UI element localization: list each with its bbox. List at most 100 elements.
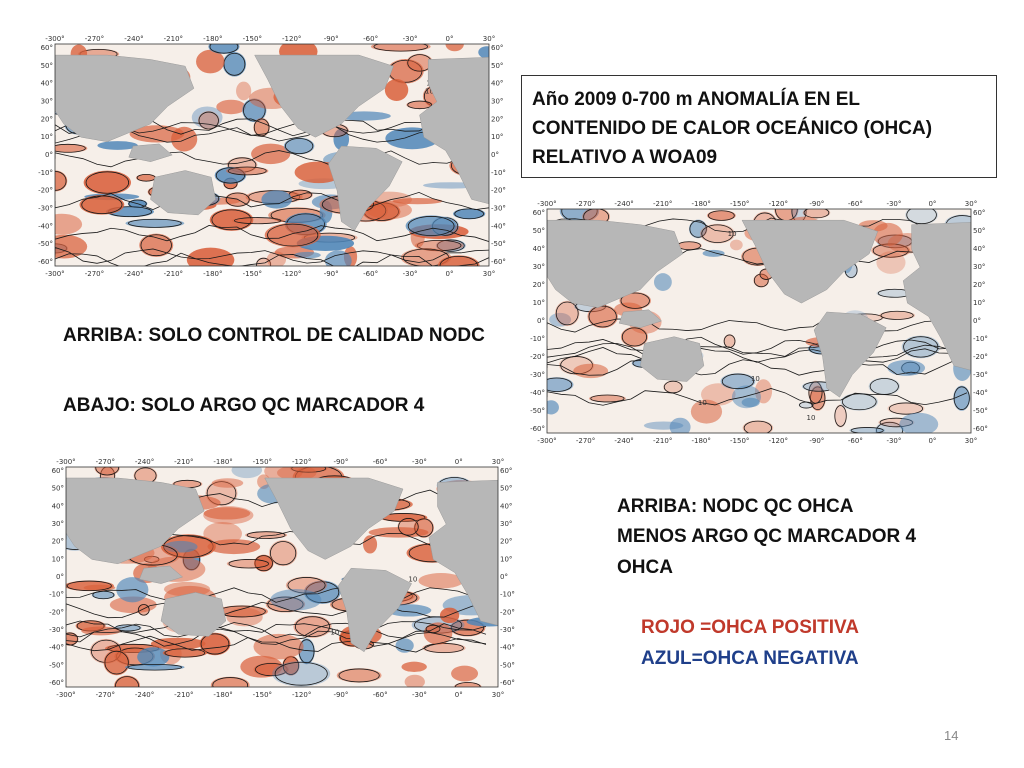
positive-anomaly <box>620 326 648 347</box>
negative-anomaly <box>669 417 691 433</box>
negative-anomaly <box>97 141 138 150</box>
lon-tick-label-bottom: -30° <box>403 270 418 278</box>
lat-tick-label-right: -40° <box>491 222 506 230</box>
lat-tick-label-left: 50° <box>533 227 545 235</box>
map-frame <box>54 43 490 267</box>
lon-tick-label-bottom: -210° <box>174 691 193 699</box>
positive-anomaly <box>66 580 114 592</box>
contour-line <box>454 208 485 220</box>
lon-tick-label-bottom: -120° <box>282 270 301 278</box>
positive-anomaly <box>253 633 304 660</box>
positive-anomaly <box>700 223 735 244</box>
positive-anomaly <box>186 247 235 266</box>
lat-tick-label-left: 0° <box>537 317 545 325</box>
lon-tick-label-top: -60° <box>363 35 378 43</box>
contour-line <box>225 192 250 207</box>
lat-tick-label-left: -50° <box>530 407 545 415</box>
contour-line <box>689 220 707 238</box>
lon-tick-label-top: -120° <box>292 458 311 466</box>
contour-line <box>407 216 455 236</box>
lat-tick-label-left: -10° <box>49 591 64 599</box>
contour-line <box>233 217 282 225</box>
lat-tick-label-right: -60° <box>491 258 506 266</box>
negative-anomaly <box>849 427 886 433</box>
positive-anomaly <box>379 513 428 522</box>
lat-tick-label-right: 50° <box>973 227 985 235</box>
positive-anomaly <box>207 539 261 555</box>
lon-tick-label-bottom: -180° <box>691 437 710 445</box>
positive-anomaly <box>83 170 132 195</box>
land-mass <box>328 145 403 231</box>
contour-line <box>128 218 182 228</box>
positive-anomaly <box>55 234 88 259</box>
lon-tick-label-bottom: 0° <box>446 270 454 278</box>
positive-anomaly <box>251 143 291 165</box>
contour-line <box>407 100 433 110</box>
title-line-1: Año 2009 0-700 m ANOMALÍA EN EL <box>532 89 861 110</box>
contour-line <box>253 118 270 137</box>
lat-tick-label-right: -10° <box>973 335 988 343</box>
diff-caption-2: MENOS ARGO QC MARCADOR 4 <box>617 526 917 547</box>
positive-anomaly <box>418 573 464 589</box>
positive-anomaly <box>55 213 83 235</box>
lon-tick-label-bottom: -180° <box>203 270 222 278</box>
lat-tick-label-right: 20° <box>500 538 512 546</box>
contour-line <box>338 668 380 683</box>
positive-anomaly <box>236 81 252 101</box>
positive-anomaly <box>439 607 460 624</box>
page-number: 14 <box>944 728 959 743</box>
lat-tick-label-right: -30° <box>973 371 988 379</box>
negative-anomaly <box>208 44 240 54</box>
lon-tick-label-top: -210° <box>174 458 193 466</box>
lat-tick-label-right: -50° <box>500 661 515 669</box>
lat-tick-label-left: 10° <box>533 299 545 307</box>
contour-line <box>254 555 273 572</box>
map-argo-qc: 101010101010-300°-300°-270°-270°-240°-24… <box>44 455 522 703</box>
lon-tick-label-bottom: -270° <box>85 270 104 278</box>
lon-tick-label-bottom: -30° <box>412 691 427 699</box>
land-mass <box>254 54 394 138</box>
contour-line <box>212 677 249 687</box>
lon-tick-label-top: -270° <box>85 35 104 43</box>
lat-tick-label-left: -40° <box>49 644 64 652</box>
positive-anomaly <box>264 222 321 248</box>
contour-line <box>256 257 272 266</box>
positive-anomaly <box>137 603 150 616</box>
contour-line <box>274 661 328 686</box>
lon-tick-label-top: -150° <box>730 200 749 208</box>
positive-anomaly <box>742 420 774 433</box>
lat-tick-label-left: 60° <box>533 209 545 217</box>
legend-negative: AZUL=OHCA NEGATIVA <box>641 648 859 669</box>
lat-tick-label-left: -20° <box>38 187 53 195</box>
lat-tick-label-left: 20° <box>52 538 64 546</box>
positive-anomaly <box>729 239 743 251</box>
contour-label: 10 <box>330 628 339 636</box>
negative-anomaly <box>91 590 116 600</box>
positive-anomaly <box>384 78 409 101</box>
positive-anomaly <box>79 194 125 215</box>
lon-tick-label-top: 0° <box>928 200 936 208</box>
lat-tick-label-right: 10° <box>491 133 503 141</box>
lat-tick-label-right: 40° <box>500 502 512 510</box>
contour-line <box>209 44 239 54</box>
lon-tick-label-bottom: -90° <box>333 691 348 699</box>
positive-anomaly <box>133 467 158 485</box>
positive-anomaly <box>268 540 298 567</box>
lat-tick-label-left: 50° <box>41 62 53 70</box>
lon-tick-label-bottom: -180° <box>213 691 232 699</box>
contour-line <box>880 310 914 320</box>
land-mass <box>902 222 971 371</box>
positive-anomaly <box>209 208 254 231</box>
contour-line <box>211 209 252 231</box>
positive-anomaly <box>401 661 427 672</box>
lon-tick-label-top: -180° <box>213 458 232 466</box>
positive-anomaly <box>196 49 225 74</box>
negative-anomaly <box>741 397 760 408</box>
contour-line <box>888 402 923 415</box>
lat-tick-label-left: -60° <box>530 425 545 433</box>
positive-anomaly <box>887 402 925 415</box>
negative-anomaly <box>242 98 267 123</box>
lon-tick-label-bottom: -210° <box>653 437 672 445</box>
positive-anomaly <box>136 174 157 182</box>
lat-tick-label-left: -50° <box>49 661 64 669</box>
